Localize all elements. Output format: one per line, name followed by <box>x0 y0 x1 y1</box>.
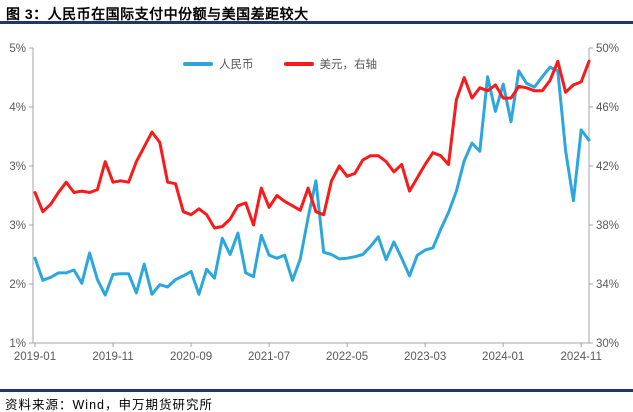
chart-legend: 人民币 美元，右轴 <box>183 56 377 72</box>
right-axis-tick-label: 30% <box>596 338 619 350</box>
x-axis-tick-label: 2019-11 <box>92 351 133 363</box>
left-axis-tick-label: 4% <box>9 102 26 114</box>
left-axis-tick-label: 3% <box>9 220 26 232</box>
x-axis-tick-label: 2019-01 <box>14 351 56 363</box>
line-chart-canvas: 5% 4% 3% 3% 2% 1% 50% 46% 42% 38% 34% 30% 2019-01 201… <box>9 43 619 363</box>
usd-line-swatch-icon <box>283 62 314 66</box>
right-axis-tick-label: 42% <box>596 161 619 173</box>
left-axis-tick-label: 2% <box>9 279 26 291</box>
figure-title: 图 3：人民币在国际支付中份额与美国差距较大 <box>6 6 309 22</box>
x-axis-tick-label: 2024-01 <box>482 351 524 363</box>
legend-item-usd: 美元，右轴 <box>283 56 378 72</box>
right-axis-tick-label: 34% <box>596 279 619 291</box>
legend-label-rmb: 人民币 <box>219 59 254 71</box>
left-axis-tick-label: 3% <box>9 161 26 173</box>
left-axis-tick-label: 5% <box>9 43 26 55</box>
data-source-note: 资料来源：Wind，申万期货研究所 <box>5 398 213 412</box>
x-axis-tick-label: 2020-09 <box>170 351 212 363</box>
title-divider-line <box>0 21 633 24</box>
right-axis-tick-label: 38% <box>596 220 619 232</box>
left-axis-tick-label: 1% <box>9 338 26 350</box>
right-axis-tick-label: 50% <box>596 43 619 55</box>
legend-item-rmb: 人民币 <box>183 56 254 72</box>
x-axis-tick-label: 2021-07 <box>248 351 290 363</box>
rmb-line-swatch-icon <box>183 62 213 66</box>
footer-divider-line <box>0 389 633 392</box>
x-axis-tick-label: 2023-03 <box>404 351 446 363</box>
right-axis-tick-label: 46% <box>596 102 619 114</box>
x-axis-tick-label: 2024-11 <box>561 351 602 363</box>
legend-label-usd: 美元，右轴 <box>319 59 378 71</box>
usd-series-line <box>33 59 591 230</box>
x-axis-tick-label: 2022-05 <box>326 351 368 363</box>
